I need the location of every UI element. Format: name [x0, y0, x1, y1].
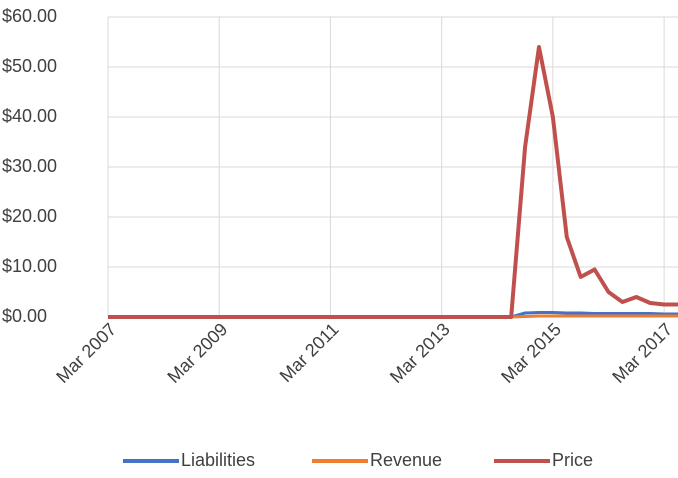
- y-tick-label: $0.00: [2, 306, 47, 326]
- x-tick-label: Mar 2013: [386, 319, 454, 387]
- series-line: [108, 45, 678, 319]
- y-tick-label: $40.00: [2, 106, 57, 126]
- x-tick-label: Mar 2011: [276, 319, 343, 386]
- y-tick-label: $10.00: [2, 256, 57, 276]
- x-tick-label: Mar 2015: [497, 319, 565, 387]
- legend-label: Price: [552, 450, 593, 470]
- x-tick-label: Mar 2009: [163, 319, 231, 387]
- y-tick-label: $20.00: [2, 206, 57, 226]
- legend-label: Revenue: [370, 450, 442, 470]
- y-tick-label: $50.00: [2, 56, 57, 76]
- y-tick-label: $30.00: [2, 156, 57, 176]
- legend-label: Liabilities: [181, 450, 255, 470]
- x-tick-label: Mar 2017: [608, 319, 676, 387]
- y-tick-label: $60.00: [2, 6, 57, 26]
- x-tick-label: Mar 2007: [52, 319, 120, 387]
